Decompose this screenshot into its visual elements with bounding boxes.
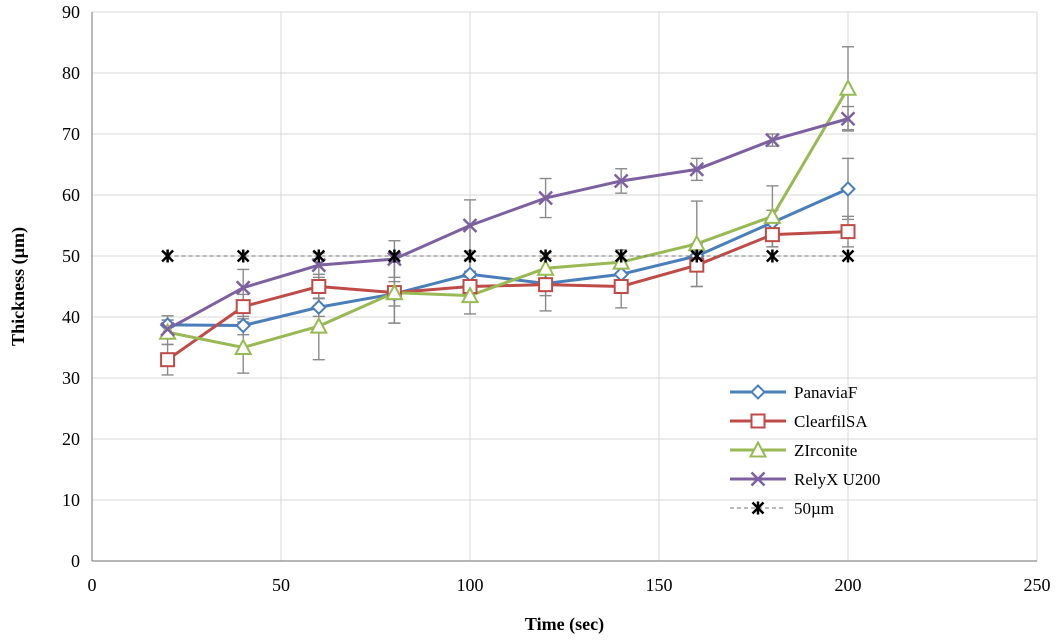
- data-point: [388, 249, 401, 263]
- x-stroke: [689, 161, 705, 177]
- series-line: [166, 117, 849, 331]
- x-stroke: [613, 173, 629, 189]
- legend-entry: ClearfilSA: [730, 412, 868, 431]
- data-point: [613, 279, 629, 294]
- y-tick-label: 10: [62, 490, 80, 510]
- y-tick-label: 90: [62, 2, 80, 22]
- x-stroke: [462, 218, 478, 233]
- y-tick-label: 20: [62, 429, 80, 449]
- data-point: [236, 249, 250, 263]
- data-point: [160, 352, 176, 368]
- data-point: [766, 249, 779, 263]
- data-point: [160, 321, 175, 337]
- data-point: [841, 249, 855, 263]
- data-point: [690, 249, 704, 263]
- x-tick-label: 150: [646, 575, 673, 595]
- legend-marker: [751, 501, 765, 515]
- x-axis-title: Time (sec): [525, 614, 604, 635]
- data-point: [462, 218, 478, 233]
- legend-label: ClearfilSA: [794, 412, 868, 431]
- y-tick-label: 80: [62, 63, 80, 83]
- data-point: [309, 316, 328, 334]
- x-stroke: [160, 321, 175, 337]
- data-point: [764, 227, 780, 243]
- legend-entry: PanaviaF: [730, 383, 857, 402]
- legend-marker: [748, 440, 768, 458]
- data-point: [538, 277, 554, 293]
- y-tick-label: 70: [62, 124, 80, 144]
- data-point: [463, 249, 477, 263]
- legend-label: PanaviaF: [794, 383, 857, 402]
- legend-marker: [750, 384, 766, 400]
- data-point: [840, 180, 856, 197]
- data-point: [310, 299, 327, 316]
- x-stroke: [765, 132, 780, 148]
- data-point: [536, 258, 555, 276]
- x-stroke: [235, 280, 251, 296]
- data-point: [763, 206, 782, 224]
- tick-labels: 0 10 20 30 40 50 60 70 80 90 0 50 100 150 200 250: [62, 2, 1051, 595]
- data-point: [838, 78, 858, 96]
- y-tick-label: 50: [62, 246, 80, 266]
- x-tick-label: 200: [835, 575, 862, 595]
- data-point: [613, 266, 630, 283]
- y-tick-label: 0: [71, 551, 80, 571]
- series-lines: [166, 87, 850, 361]
- x-tick-label: 0: [88, 575, 97, 595]
- y-tick-label: 60: [62, 185, 80, 205]
- data-point: [462, 266, 478, 283]
- data-point: [689, 161, 705, 177]
- data-point: [234, 337, 253, 355]
- x-stroke: [538, 190, 553, 206]
- legend-entry: RelyX U200: [730, 470, 880, 489]
- data-point: [235, 317, 252, 334]
- legend-label: RelyX U200: [794, 470, 880, 489]
- series-line: [167, 87, 850, 350]
- data-point: [614, 249, 628, 263]
- legend-marker: [750, 413, 766, 429]
- data-point: [161, 249, 174, 263]
- y-tick-label: 40: [62, 307, 80, 327]
- data-point: [539, 249, 552, 263]
- legend: PanaviaF ClearfilSA ZIrconite RelyX U200 50µ…: [730, 383, 880, 518]
- x-stroke: [840, 111, 856, 127]
- data-point: [840, 111, 856, 127]
- data-point: [765, 132, 780, 148]
- data-point: [311, 279, 327, 294]
- y-tick-label: 30: [62, 368, 80, 388]
- data-point: [235, 280, 251, 296]
- series-line: [167, 187, 849, 328]
- legend-entry: 50µm: [730, 499, 834, 518]
- data-point: [613, 173, 629, 189]
- x-tick-label: 50: [272, 575, 290, 595]
- data-point: [538, 190, 553, 206]
- data-point: [235, 299, 251, 315]
- series-line: [166, 230, 849, 361]
- series-markers: [158, 78, 858, 368]
- y-axis-title: Thickness (µm): [8, 227, 29, 346]
- data-point: [460, 286, 480, 304]
- x-tick-label: 250: [1024, 575, 1051, 595]
- x-stroke: [750, 471, 766, 487]
- legend-entry: ZIrconite: [730, 440, 857, 460]
- data-point: [312, 249, 326, 263]
- data-point: [385, 282, 404, 301]
- legend-marker: [750, 471, 766, 487]
- legend-label: 50µm: [794, 499, 834, 518]
- legend-label: ZIrconite: [794, 441, 857, 460]
- data-point: [840, 224, 856, 240]
- x-tick-label: 100: [457, 575, 484, 595]
- axes: [91, 12, 1037, 562]
